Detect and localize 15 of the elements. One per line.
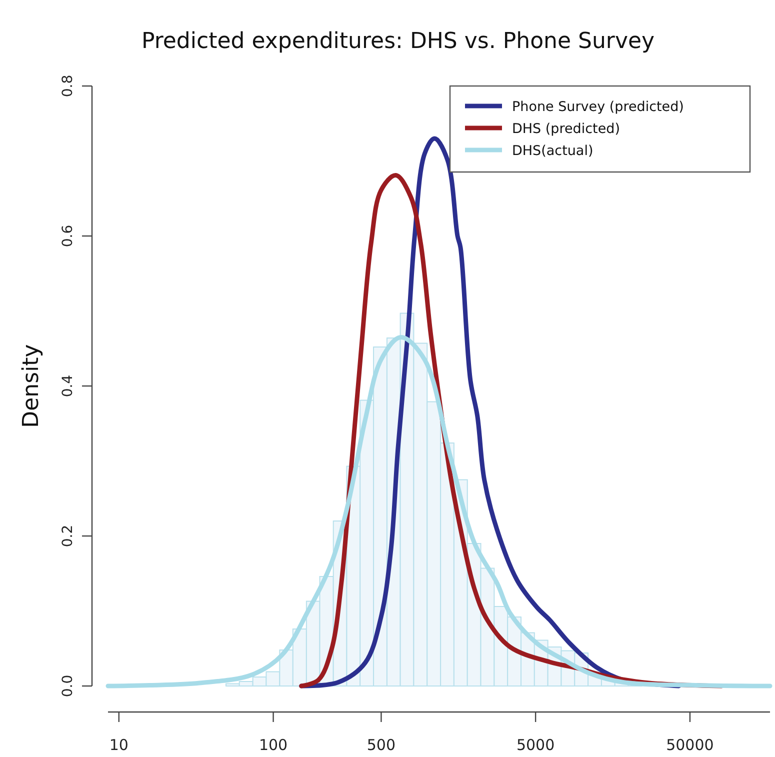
y-tick-label: 0.0 bbox=[60, 674, 76, 698]
y-tick-label: 0.8 bbox=[60, 74, 76, 98]
legend-label: Phone Survey (predicted) bbox=[512, 99, 684, 115]
y-tick-label: 0.4 bbox=[60, 374, 76, 398]
x-tick-label: 50000 bbox=[666, 736, 714, 754]
legend-label: DHS(actual) bbox=[512, 143, 594, 159]
x-tick-label: 10 bbox=[109, 736, 128, 754]
y-tick-label: 0.6 bbox=[60, 224, 76, 248]
x-tick-label: 5000 bbox=[516, 736, 555, 754]
x-tick-label: 500 bbox=[366, 736, 396, 754]
x-tick-label: 100 bbox=[258, 736, 288, 754]
y-axis-title: Density bbox=[19, 344, 44, 428]
y-tick-label: 0.2 bbox=[60, 524, 76, 548]
legend-label: DHS (predicted) bbox=[512, 121, 620, 137]
chart-title: Predicted expenditures: DHS vs. Phone Survey bbox=[141, 29, 655, 54]
